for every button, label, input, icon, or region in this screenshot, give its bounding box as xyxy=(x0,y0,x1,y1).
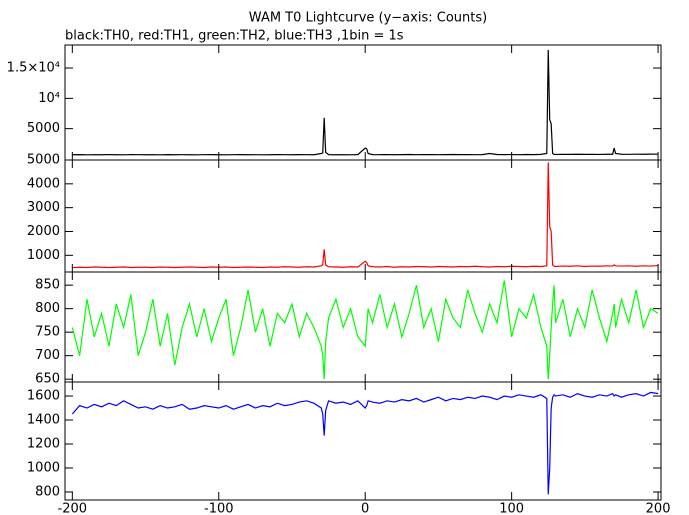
y-tick-label: 5000 xyxy=(27,121,60,136)
panel-frame xyxy=(64,44,662,161)
y-tick-label: 700 xyxy=(35,348,60,363)
x-tick-label: 200 xyxy=(646,502,671,515)
chart-subtitle: black:TH0, red:TH1, green:TH2, blue:TH3 … xyxy=(65,29,404,44)
y-tick-label: 750 xyxy=(35,325,60,340)
y-tick-label: 3000 xyxy=(27,200,60,215)
x-tick-label: 100 xyxy=(499,502,524,515)
series-line xyxy=(72,162,659,269)
y-tick-label: 10⁴ xyxy=(38,91,60,106)
y-tick-label: 1000 xyxy=(27,460,60,475)
y-tick-label: 800 xyxy=(35,301,60,316)
series-line xyxy=(71,391,659,495)
y-tick-label: 650 xyxy=(35,372,60,387)
y-tick-label: 1600 xyxy=(27,389,60,404)
panel-frame xyxy=(64,159,662,273)
y-tick-label: 5000 xyxy=(27,153,60,168)
series-line xyxy=(71,280,659,380)
panel-frame xyxy=(64,271,662,383)
y-tick-label: 2000 xyxy=(27,224,60,239)
y-tick-label: 1.5×10⁴ xyxy=(7,61,60,76)
y-tick-label: 1400 xyxy=(27,413,60,428)
x-tick-label: -200 xyxy=(58,502,88,515)
y-tick-label: 4000 xyxy=(27,176,60,191)
x-tick-label: 0 xyxy=(361,502,369,515)
panel-frame xyxy=(64,381,662,501)
y-tick-label: 800 xyxy=(35,484,60,499)
y-tick-label: 1200 xyxy=(27,436,60,451)
chart-title: WAM T0 Lightcurve (y−axis: Counts) xyxy=(249,11,487,26)
y-tick-label: 850 xyxy=(35,278,60,293)
series-line xyxy=(72,49,659,156)
x-tick-label: -100 xyxy=(204,502,234,515)
y-tick-label: 1000 xyxy=(27,248,60,263)
